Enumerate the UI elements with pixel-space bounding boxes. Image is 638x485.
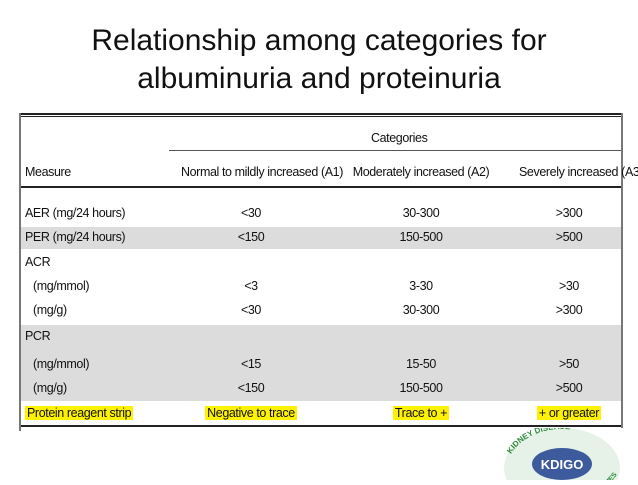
logo-center-text: KDIGO <box>541 457 584 472</box>
header-measure: Measure <box>25 165 71 179</box>
table-row-pcr-mmol-a2: 15-50 <box>406 357 436 371</box>
table-row-acr-measure: ACR <box>25 255 51 269</box>
strip-a3-highlight: + or greater <box>536 406 602 420</box>
table-row-strip-a1: Negative to trace <box>181 406 321 420</box>
strip-measure-highlight: Protein reagent strip <box>25 406 134 420</box>
table-row-strip-a3: + or greater <box>519 406 619 420</box>
header-a1: Normal to mildly increased (A1) <box>181 165 343 179</box>
categories-table: Categories Measure Normal to mildly incr… <box>19 113 638 431</box>
categories-underline <box>169 150 621 151</box>
table-row-acr-mg-measure: (mg/g) <box>33 303 67 317</box>
table-row-pcr-mg-a3: >500 <box>555 381 583 395</box>
table-row-acr-mg-a2: 30-300 <box>402 303 440 317</box>
table-row-acr-mmol-measure: (mg/mmol) <box>33 279 90 293</box>
table-row-strip-measure: Protein reagent strip <box>25 406 134 420</box>
table-row-acr-mmol-a2: 3-30 <box>409 279 433 293</box>
table-row-per-measure: PER (mg/24 hours) <box>25 230 126 244</box>
title-line-1: Relationship among categories for <box>91 24 547 57</box>
title-line-2: albuminuria and proteinuria <box>137 62 501 95</box>
table-row-aer-a1: <30 <box>240 206 261 220</box>
table-row-acr-mmol-a1: <3 <box>244 279 258 293</box>
table-row-pcr-mg-a2: 150-500 <box>399 381 443 395</box>
header-a2: Moderately increased (A2) <box>352 165 490 179</box>
table-row-per-a2: 150-500 <box>399 230 443 244</box>
table-row-per-a1: <150 <box>237 230 265 244</box>
table-row-pcr-mg-a1: <150 <box>237 381 265 395</box>
table-top-rule <box>21 113 621 115</box>
header-a3: Severely increased (A3) <box>519 165 638 179</box>
strip-a2-highlight: Trace to + <box>392 406 450 420</box>
table-row-strip-a2: Trace to + <box>351 406 491 420</box>
table-top-rule-2 <box>21 116 621 117</box>
kdigo-logo-image: KIDNEY DISEASE IMPROVING GLOBAL OUTCOMES… <box>488 422 636 485</box>
table-row-acr-mmol-a3: >30 <box>558 279 579 293</box>
table-row-acr-mg-a1: <30 <box>240 303 261 317</box>
header-rule <box>21 186 621 188</box>
table-row-aer-a3: >300 <box>555 206 583 220</box>
table-row-pcr-shade <box>21 325 621 401</box>
table-bottom-rule <box>21 425 621 427</box>
table-row-pcr-mg-measure: (mg/g) <box>33 381 67 395</box>
table-row-pcr-measure: PCR <box>25 329 51 343</box>
table-row-pcr-mmol-a3: >50 <box>558 357 579 371</box>
table-row-aer-a2: 30-300 <box>402 206 440 220</box>
kdigo-logo: KIDNEY DISEASE IMPROVING GLOBAL OUTCOMES… <box>488 422 636 485</box>
table-row-per-a3: >500 <box>555 230 583 244</box>
table-row-acr-mg-a3: >300 <box>555 303 583 317</box>
table-row-pcr-mmol-a1: <15 <box>240 357 261 371</box>
categories-group-header: Categories <box>371 131 428 145</box>
table-row-aer-measure: AER (mg/24 hours) <box>25 206 126 220</box>
table-row-pcr-mmol-measure: (mg/mmol) <box>33 357 90 371</box>
table-row-per-shade <box>21 227 621 249</box>
strip-a1-highlight: Negative to trace <box>205 406 297 420</box>
